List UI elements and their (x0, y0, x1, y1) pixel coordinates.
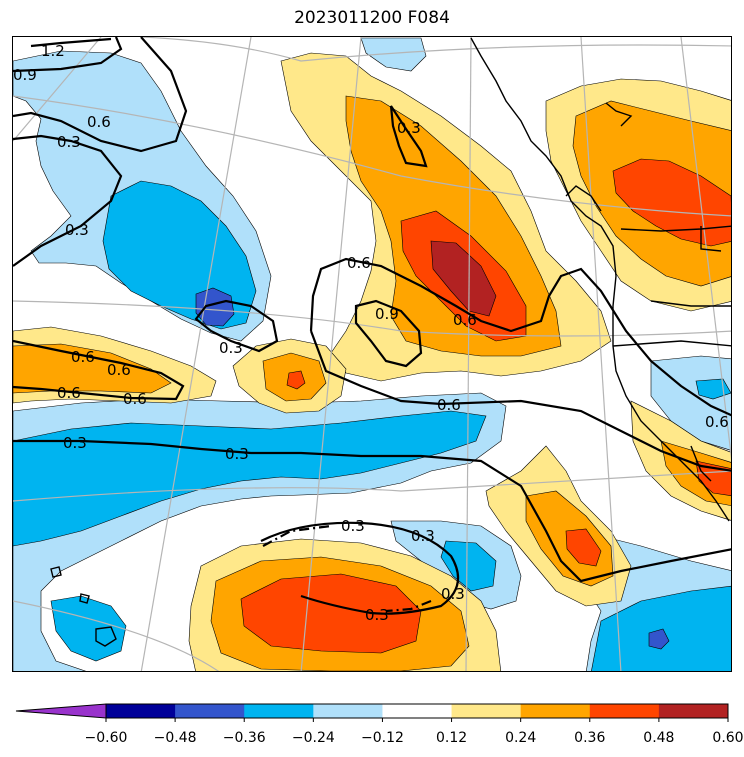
colorbar-bin (589, 704, 660, 718)
anomaly-region-ridge-core (430, 240, 497, 317)
colorbar-tick-label: −0.12 (360, 730, 404, 746)
contour-label: 0.3 (397, 119, 421, 137)
contour-label: 0.3 (63, 434, 87, 452)
colorbar-bin (244, 704, 314, 718)
colorbar-tick-label: 0.60 (712, 730, 744, 746)
contour-label: 0.6 (347, 254, 371, 272)
contour-lines-dashed (262, 524, 432, 613)
contour-label: 0.6 (57, 384, 81, 402)
colorbar-extension-low (15, 703, 107, 719)
contour-label: 0.6 (705, 413, 729, 431)
contour-label-layer: 1.2 0.9 0.6 0.3 0.3 0.3 0.3 0.6 0.9 0.6 … (13, 42, 729, 624)
anomaly-region-sw-core (240, 573, 422, 654)
colorbar (15, 703, 729, 722)
contour-label: 0.6 (107, 361, 131, 379)
contour-lines (13, 37, 731, 615)
colorbar-bin (451, 704, 522, 718)
contour-label: 0.3 (411, 527, 435, 545)
coastlines (50, 37, 731, 647)
anomaly-region-north-patch (360, 37, 427, 72)
contour-label: 0.6 (87, 113, 111, 131)
colorbar-bin (520, 704, 591, 718)
colorbar-tick-label: −0.60 (84, 730, 128, 746)
anomaly-region-east-subtrop-mid (440, 540, 497, 592)
colorbar-bin (658, 704, 729, 718)
contour-label: 0.6 (437, 396, 461, 414)
contour-label: 1.2 (41, 42, 65, 60)
colorbar-bins (15, 703, 729, 722)
anomaly-region-baja-core (565, 528, 602, 567)
positive-anomaly-layer (13, 52, 731, 671)
map-panel: 1.2 0.9 0.6 0.3 0.3 0.3 0.3 0.6 0.9 0.6 … (12, 36, 732, 672)
anomaly-region-central-band-mid (13, 410, 487, 547)
anomaly-region-se-core (648, 628, 670, 650)
colorbar-tick-label: 0.12 (435, 730, 468, 746)
hawaii-island (79, 593, 90, 604)
colorbar-bin (313, 704, 383, 718)
contour-label: 0.9 (375, 305, 399, 323)
contour-label: 0.6 (71, 348, 95, 366)
anomaly-region-mid-blob-core (286, 370, 306, 390)
contour-label: 0.3 (365, 606, 389, 624)
colorbar-tick-label: 0.24 (505, 730, 537, 746)
colorbar-tick-label: −0.36 (222, 730, 266, 746)
contour-label: 0.3 (225, 445, 249, 463)
contour-label: 0.3 (65, 221, 89, 239)
contour-label: 0.3 (341, 517, 365, 535)
colorbar-tick-label: 0.36 (574, 730, 606, 746)
anomaly-region-se-mid (591, 585, 731, 671)
contour-label: 0.9 (13, 66, 37, 84)
anomaly-region-hawaii-patch (50, 595, 127, 662)
colorbar-tick-label: 0.48 (643, 730, 675, 746)
contour-label: 0.6 (123, 390, 147, 408)
hawaii-island-2 (95, 626, 117, 647)
hawaii-island-3 (50, 566, 62, 578)
graticule-lines (13, 37, 731, 671)
map-plot: 1.2 0.9 0.6 0.3 0.3 0.3 0.3 0.6 0.9 0.6 … (13, 37, 731, 671)
anomaly-region-west-band-mid (13, 343, 172, 394)
colorbar-tick-label: −0.24 (291, 730, 335, 746)
colorbar-bin (106, 704, 176, 718)
contour-label: 0.3 (219, 339, 243, 357)
colorbar-tick-label: −0.48 (153, 730, 197, 746)
contour-label: 0.6 (453, 311, 477, 329)
contour-label: 0.3 (57, 133, 81, 151)
contour-label: 0.3 (441, 585, 465, 603)
colorbar-bin (382, 704, 453, 718)
colorbar-bin (175, 704, 245, 718)
map-title: 2023011200 F084 (294, 8, 450, 28)
